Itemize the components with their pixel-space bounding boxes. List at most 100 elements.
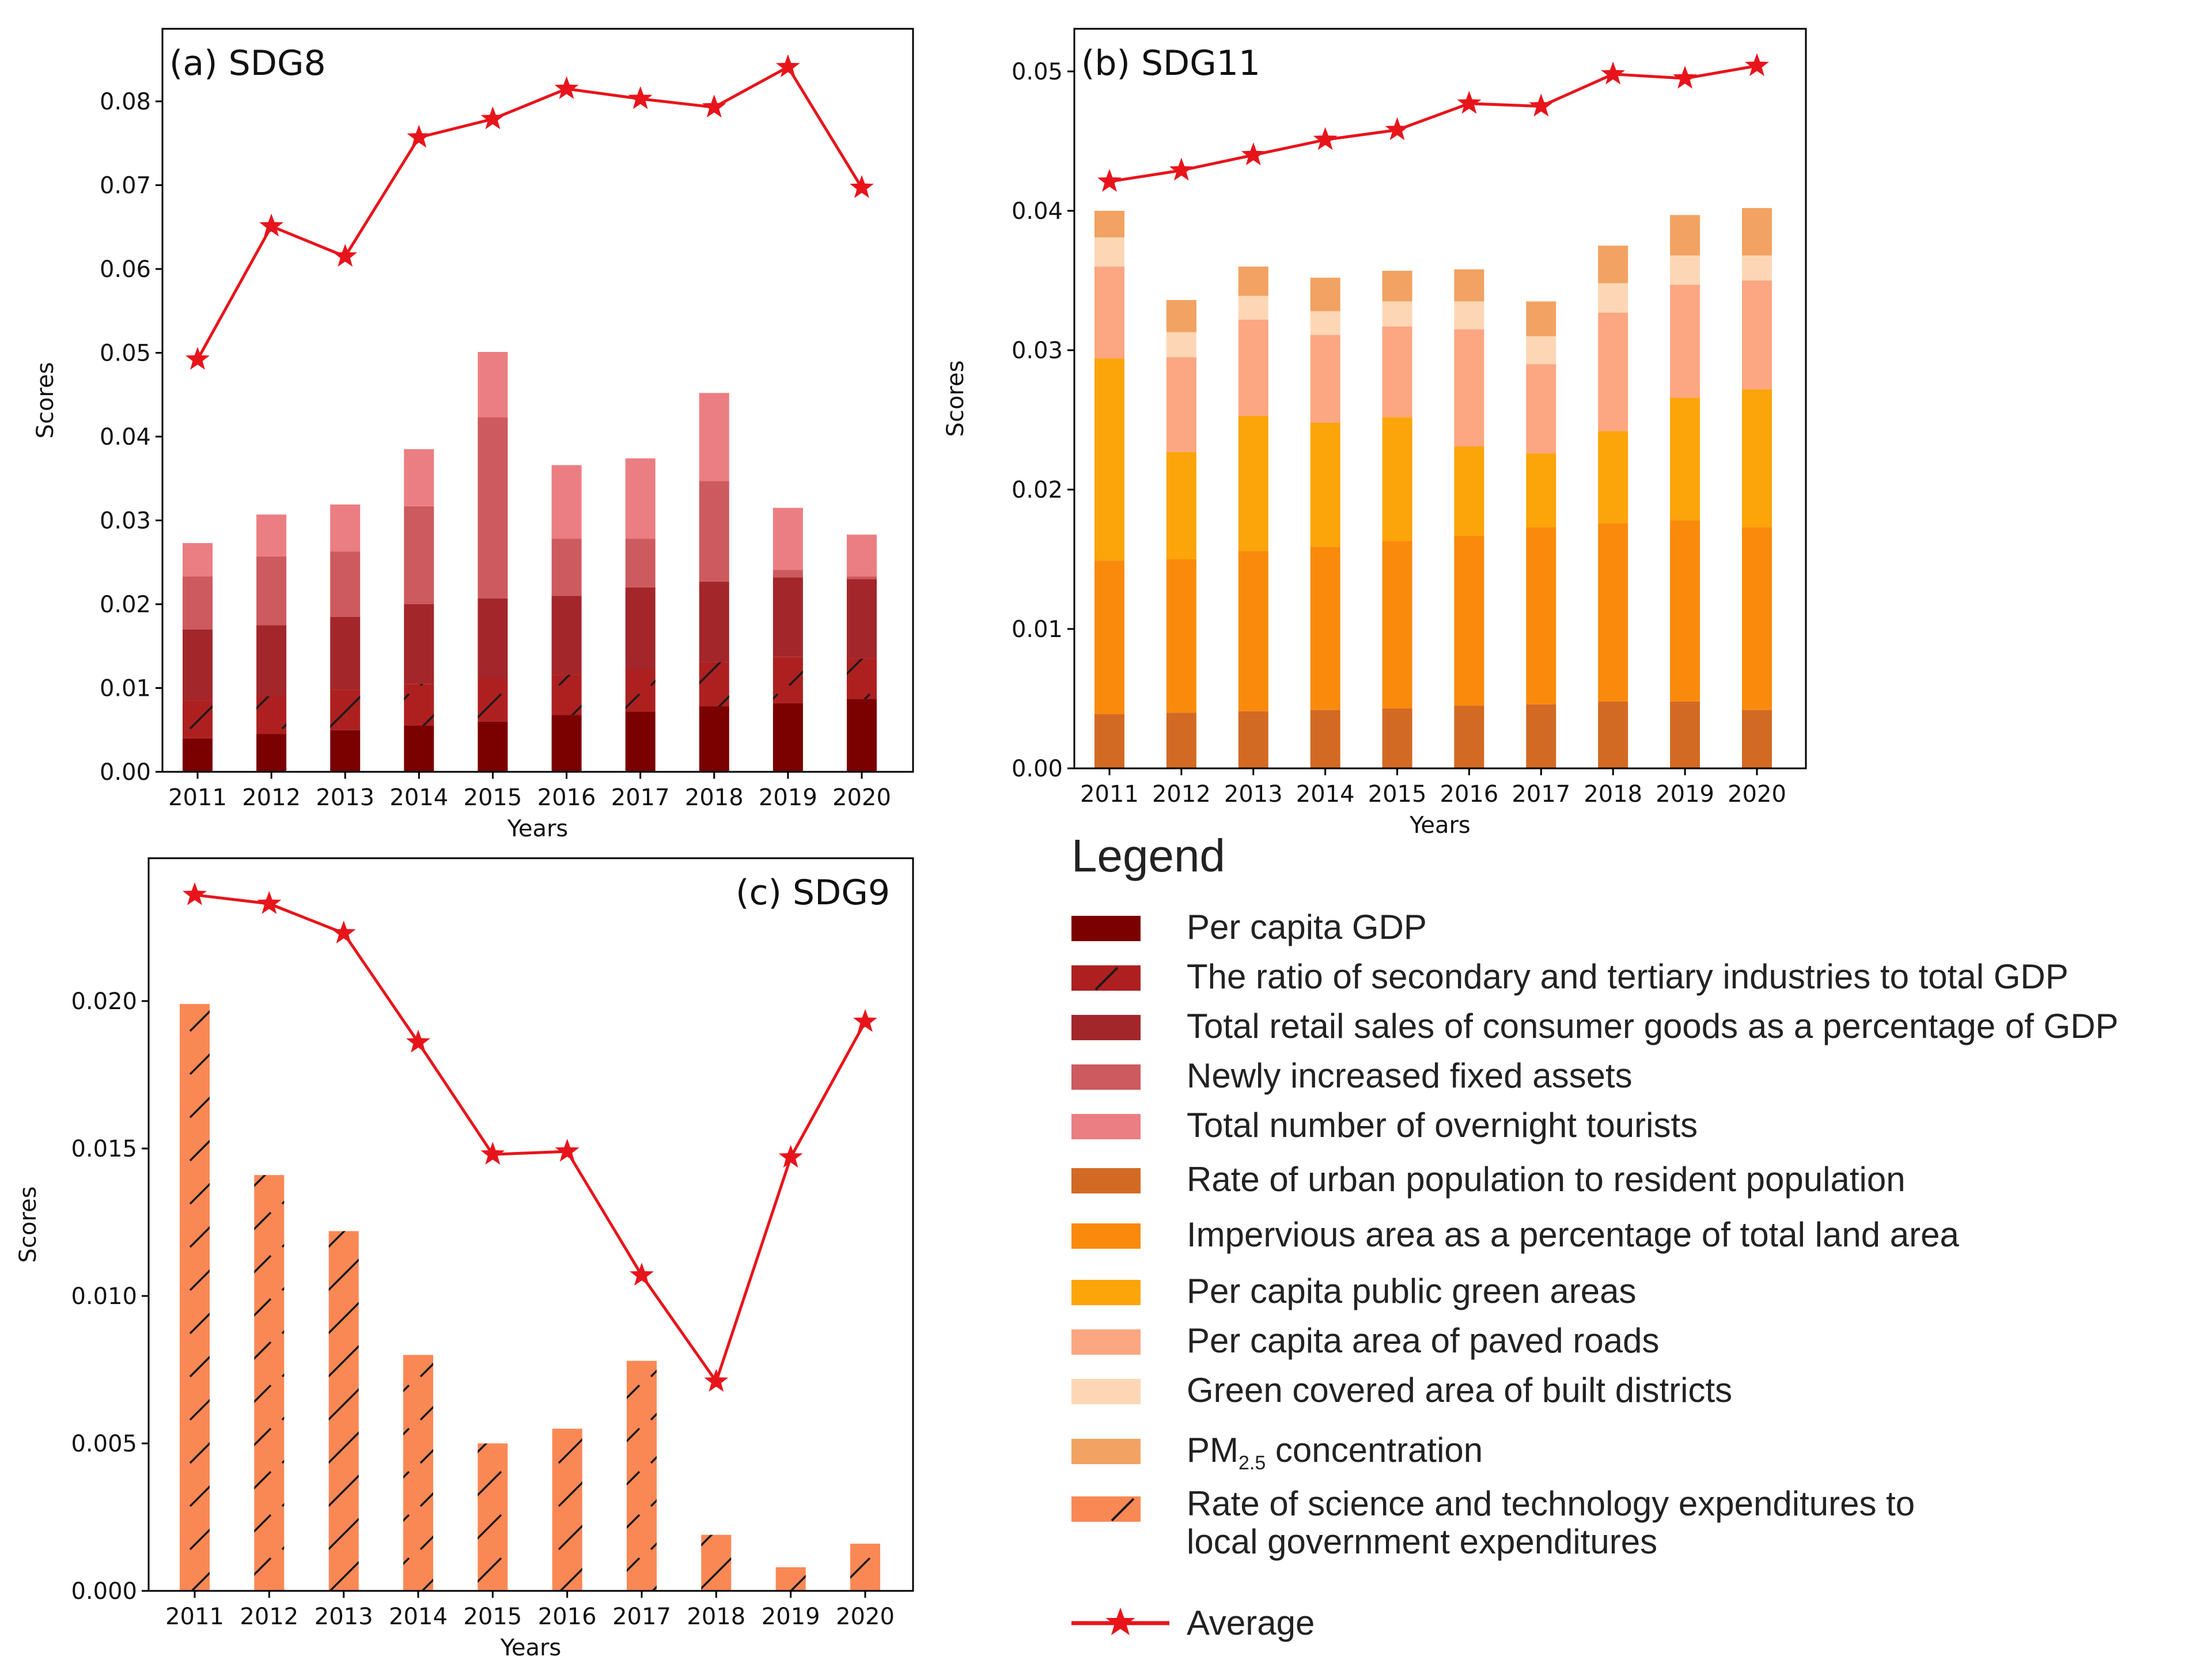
plot-frame: [1073, 28, 1807, 770]
bar-hatch: [847, 658, 877, 699]
bar-segment: [1166, 300, 1196, 332]
x-tick-label: 2013: [1224, 781, 1283, 808]
panel-title: (c) SDG9: [736, 873, 890, 913]
x-tick-label: 2018: [687, 1604, 745, 1630]
bar-segment: [1382, 708, 1412, 768]
x-tick-label: 2011: [165, 1604, 224, 1630]
bar-segment: [1454, 706, 1484, 768]
x-tick-label: 2020: [832, 784, 891, 811]
bar-segment: [1382, 326, 1412, 418]
y-tick-label: 0.01: [1012, 616, 1063, 643]
y-tick-label: 0.05: [100, 340, 151, 367]
bar-segment: [847, 535, 877, 577]
bar-segment: [625, 711, 656, 772]
bar-segment: [1598, 431, 1628, 524]
bar-segment: [1382, 417, 1412, 541]
bar-segment: [1598, 523, 1628, 702]
x-tick-label: 2011: [168, 784, 227, 811]
y-tick-label: 0.00: [100, 759, 151, 786]
x-tick-label: 2017: [612, 1604, 671, 1630]
average-star-marker: [183, 882, 207, 905]
bar-segment: [1526, 336, 1556, 365]
bar-segment: [1598, 245, 1628, 283]
legend-item-overnight-tourists: Total number of overnight tourists: [1071, 1102, 2206, 1149]
bar-segment: [1670, 701, 1700, 768]
y-tick-label: 0.010: [71, 1283, 137, 1310]
x-tick-label: 2018: [1584, 781, 1642, 808]
average-star-marker: [480, 106, 505, 130]
panel-sdg8: 0.00 0.01 0.02 0.03 0.04 0.05 0.06 0.07 0.08 2011…: [32, 28, 914, 842]
bar-hatch: [180, 1004, 210, 1591]
average-star-marker: [628, 86, 653, 109]
bar-hatch: [552, 1428, 582, 1591]
legend-swatch-hatched: [1071, 1496, 1141, 1522]
average-star-marker: [1313, 127, 1338, 150]
average-star-marker: [257, 891, 282, 914]
y-tick-label: 0.02: [100, 592, 151, 618]
bar-segment: [404, 726, 434, 772]
bar-segment: [1238, 415, 1268, 551]
bar-segment: [772, 703, 803, 772]
bar-segment: [1742, 208, 1772, 256]
legend-item-per-capita-gdp: Per capita GDP: [1071, 904, 2206, 950]
bar-segment: [404, 604, 434, 684]
legend-swatch: [1071, 916, 1141, 941]
legend-item-paved-roads: Per capita area of paved roads: [1071, 1318, 2206, 1364]
average-star-marker: [1169, 157, 1194, 181]
legend-label: Per capita area of paved roads: [1187, 1321, 1660, 1360]
legend-swatch: [1071, 1329, 1141, 1355]
legend-item-pm25: PM2.5 concentration: [1071, 1427, 2206, 1474]
bar-segment: [478, 598, 508, 678]
bar-segment: [1526, 527, 1556, 704]
x-tick-label: 2013: [315, 1604, 373, 1630]
legend-label: Impervious area as a percentage of total…: [1187, 1215, 1959, 1254]
bar-hatch: [850, 1544, 880, 1591]
bar-segment: [1238, 711, 1268, 768]
panel-title: (a) SDG8: [169, 43, 326, 84]
x-tick-label: 2020: [836, 1604, 895, 1630]
x-tick-label: 2015: [463, 1604, 522, 1630]
bar-segment: [1670, 215, 1700, 256]
average-star-marker: [333, 244, 358, 267]
legend-title: Legend: [1071, 830, 1225, 881]
average-star-marker: [331, 920, 356, 943]
x-tick-label: 2015: [1368, 781, 1427, 808]
average-star-marker: [702, 94, 726, 118]
x-tick-label: 2017: [1512, 781, 1570, 808]
bar-segment: [1598, 312, 1628, 431]
y-tick-label: 0.04: [1012, 198, 1063, 225]
star-icon: [1105, 1608, 1135, 1635]
bar-segment: [404, 506, 434, 604]
bar-segment: [847, 577, 877, 579]
average-line-marker: [1071, 1608, 1169, 1635]
y-tick-label: 0.06: [100, 256, 151, 283]
panel-sdg9: 0.000 0.005 0.010 0.015 0.020 2011 2012 2013 201…: [15, 857, 914, 1661]
legend-swatch-hatched: [1071, 965, 1141, 991]
y-tick-label: 0.02: [1012, 477, 1063, 503]
bar-hatch: [772, 657, 803, 703]
legend-item-retail-sales: Total retail sales of consumer goods as …: [1071, 1003, 2206, 1049]
bar-segment: [183, 738, 213, 772]
bar-segment: [1238, 551, 1268, 711]
bar-segment: [1526, 453, 1556, 528]
x-tick-label: 2014: [389, 784, 448, 811]
bar-segment: [625, 458, 656, 539]
legend-swatch: [1071, 1439, 1141, 1464]
bar-hatch: [627, 1360, 657, 1591]
bar-segment: [699, 393, 729, 482]
bar-segment: [1310, 422, 1340, 547]
bar-segment: [1526, 704, 1556, 768]
y-tick-label: 0.03: [100, 508, 151, 535]
bar-segment: [847, 579, 877, 659]
bar-segment: [478, 352, 508, 418]
average-star-marker: [480, 1142, 505, 1165]
average-star-marker: [1673, 66, 1697, 89]
x-tick-label: 2018: [685, 784, 744, 811]
average-line: [196, 65, 863, 361]
bar-segment: [1454, 535, 1484, 706]
average-star-marker: [776, 54, 800, 78]
y-tick-label: 0.07: [100, 173, 151, 199]
legend-swatch: [1071, 1280, 1141, 1305]
y-tick-label: 0.020: [71, 988, 137, 1015]
bar-segment: [1598, 283, 1628, 313]
